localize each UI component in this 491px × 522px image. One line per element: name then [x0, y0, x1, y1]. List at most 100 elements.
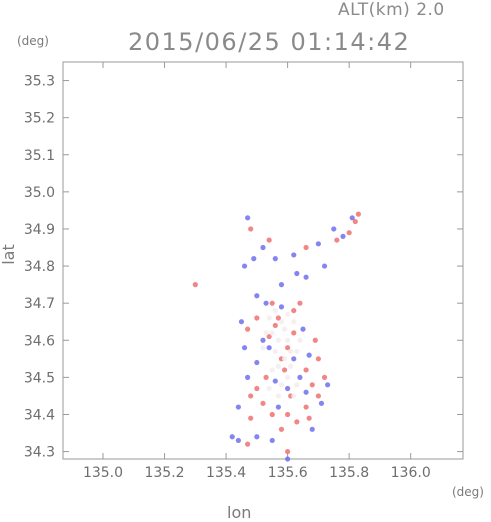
data-point — [285, 345, 291, 351]
data-point — [241, 263, 248, 269]
data-point — [251, 256, 257, 262]
data-points — [192, 211, 361, 462]
data-point — [260, 400, 266, 406]
data-point — [245, 441, 251, 447]
y-axis-unit: (deg) — [17, 34, 49, 48]
data-point — [303, 367, 309, 373]
timestamp-title: 2015/06/25 01:14:42 — [128, 28, 411, 56]
data-point — [254, 315, 260, 321]
data-point — [269, 330, 275, 336]
data-point — [254, 385, 260, 392]
data-point — [254, 434, 260, 440]
data-point — [315, 393, 321, 399]
data-point — [278, 426, 285, 432]
data-point — [229, 434, 235, 440]
data-point — [291, 356, 297, 362]
data-point — [291, 307, 297, 314]
data-point — [275, 363, 281, 369]
x-tick-label: 135.6 — [268, 465, 308, 481]
data-point — [285, 385, 291, 392]
data-point — [263, 330, 269, 336]
data-point — [288, 348, 294, 355]
data-point — [285, 311, 291, 317]
data-point — [245, 215, 251, 221]
data-point — [278, 382, 285, 388]
data-point — [294, 382, 300, 388]
data-point — [281, 326, 288, 332]
data-point — [309, 382, 315, 388]
y-tick-label: 34.9 — [24, 222, 55, 238]
data-point — [352, 218, 358, 225]
data-point — [241, 345, 248, 351]
y-tick-label: 35.2 — [24, 111, 55, 127]
data-point — [321, 263, 328, 269]
data-point — [303, 389, 309, 395]
x-tick-label: 135.2 — [144, 465, 184, 481]
data-point — [281, 356, 288, 362]
x-axis-unit: (deg) — [452, 485, 484, 499]
data-point — [331, 226, 337, 232]
data-point — [291, 393, 297, 399]
data-point — [297, 300, 303, 306]
data-point — [235, 404, 241, 410]
data-point — [300, 326, 306, 332]
data-point — [285, 374, 291, 380]
data-point — [266, 315, 272, 321]
y-tick-label: 35.1 — [24, 148, 55, 164]
data-point — [294, 348, 300, 355]
y-tick-label: 34.8 — [24, 259, 55, 275]
data-point — [278, 282, 285, 288]
data-point — [315, 241, 321, 247]
y-tick-label: 34.4 — [24, 407, 55, 423]
data-point — [318, 400, 325, 406]
data-point — [272, 307, 278, 314]
data-point — [291, 319, 297, 325]
axis-ticks: 135.0 135.2 135.4 135.6 135.8 136.0 34.3 34.4 34… — [24, 62, 463, 481]
x-tick-label: 135.8 — [329, 465, 369, 481]
altitude-label: ALT(km) 2.0 — [338, 0, 445, 20]
data-point — [266, 333, 272, 340]
data-point — [355, 211, 361, 217]
data-point — [272, 322, 278, 329]
data-point — [278, 319, 285, 325]
data-point — [266, 385, 272, 392]
data-point — [254, 293, 260, 299]
data-point — [288, 363, 294, 369]
data-point — [260, 345, 266, 351]
data-point — [315, 356, 321, 362]
data-point — [303, 244, 309, 251]
data-point — [291, 330, 297, 336]
data-point — [321, 374, 328, 380]
data-point — [291, 252, 297, 258]
data-point — [263, 374, 269, 380]
data-point — [309, 426, 315, 432]
data-point — [192, 282, 198, 288]
data-point — [263, 300, 269, 306]
x-axis-label: lon — [227, 503, 252, 522]
data-point — [272, 378, 278, 384]
data-point — [346, 230, 352, 236]
y-tick-label: 35.0 — [24, 185, 55, 201]
data-point — [285, 411, 291, 418]
data-point — [306, 352, 312, 358]
data-point — [285, 448, 291, 455]
data-point — [248, 393, 254, 399]
data-point — [312, 337, 318, 343]
data-point — [340, 233, 346, 239]
x-tick-label: 136.0 — [391, 465, 431, 481]
data-point — [269, 300, 275, 306]
y-tick-label: 34.5 — [24, 370, 55, 386]
data-point — [303, 404, 309, 410]
data-point — [248, 226, 254, 232]
y-tick-label: 35.3 — [24, 74, 55, 90]
data-point — [269, 411, 275, 418]
data-point — [275, 404, 281, 410]
data-point — [297, 337, 303, 343]
plot-frame — [62, 61, 464, 460]
y-tick-label: 34.6 — [24, 333, 55, 349]
data-point — [278, 304, 285, 310]
data-point — [297, 374, 303, 380]
data-point — [306, 415, 312, 421]
data-point — [272, 348, 278, 355]
